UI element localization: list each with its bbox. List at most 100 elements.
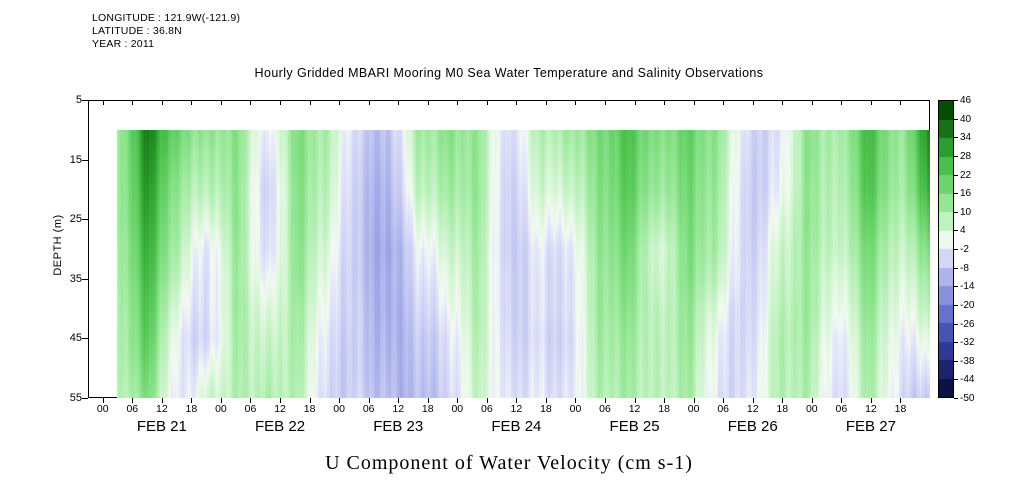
x-axis-top-tick [516,101,518,105]
x-axis-tick [309,398,311,403]
longitude-label: LONGITUDE : 121.9W(-121.9) [92,12,241,24]
x-axis-hour-label: 18 [776,403,789,415]
x-axis-hour-label: 06 [599,403,611,415]
x-axis-hour-label: 12 [156,403,168,415]
x-axis-day-label: FEB 24 [491,418,542,435]
colorbar-tick [954,323,958,325]
x-axis-day-label: FEB 26 [727,418,778,435]
x-axis-hour-label: 12 [274,403,286,415]
x-axis-tick [398,398,400,403]
x-axis-hour-label: 12 [865,403,877,415]
x-axis-tick [664,398,666,403]
x-axis-hour-label: 18 [303,403,316,415]
x-axis-tick [575,398,577,403]
x-axis-tick [102,398,104,403]
x-axis-tick [723,398,725,403]
colorbar-tick [954,267,958,269]
colorbar-tick [954,342,958,344]
x-axis-top-tick [782,101,784,105]
x-axis-hour-label: 06 [244,403,257,415]
y-axis-tick-label: 55 [69,392,82,404]
x-axis-tick [516,398,518,403]
x-axis-tick [782,398,784,403]
x-axis-hour-label: 00 [215,403,227,415]
x-axis-tick [841,398,843,403]
x-axis-tick [427,398,429,403]
x-axis-tick [457,398,459,403]
heatmap-canvas [117,130,930,398]
x-axis-top-tick [368,101,370,105]
x-axis-top-tick [280,101,282,105]
colorbar-canvas [939,101,953,397]
colorbar-tick [954,211,958,213]
y-axis-tick-label: 45 [69,332,82,345]
x-axis-tick [339,398,341,403]
latitude-label: LATITUDE : 36.8N [92,25,182,37]
x-axis-hour-label: 12 [746,403,759,415]
x-axis-hour-label: 00 [333,403,345,415]
y-axis-tick-label: 15 [69,153,82,166]
x-axis-hour-label: 12 [392,403,405,415]
y-axis-tick-label: 35 [69,272,82,285]
metadata-block: LONGITUDE : 121.9W(-121.9) LATITUDE : 36… [92,12,240,51]
x-axis-day-label: FEB 21 [136,418,187,435]
x-axis-top-tick [339,101,341,105]
y-axis-tick-label: 25 [69,213,82,226]
x-axis-top-tick [752,101,754,105]
colorbar-tick-label: 40 [960,113,972,125]
colorbar-tick-label: 4 [960,225,966,237]
x-axis-day-label: FEB 22 [255,418,306,435]
colorbar-tick [954,230,958,232]
colorbar-tick-label: 10 [960,206,972,218]
x-axis-top-tick [427,101,429,105]
x-axis-title: U Component of Water Velocity (cm s-1) [325,452,693,474]
colorbar-tick-label: 16 [960,188,972,200]
x-axis-tick [605,398,607,403]
x-axis-hour-label: 12 [510,403,523,415]
x-axis-top-tick [693,101,695,105]
x-axis-tick [250,398,252,403]
x-axis-tick [545,398,547,403]
y-axis-tick [82,398,88,399]
x-axis-hour-label: 18 [185,403,198,415]
colorbar [938,100,954,398]
year-label: YEAR : 2011 [92,38,155,50]
x-axis-top-tick [841,101,843,105]
y-axis-title: DEPTH (m) [52,214,64,276]
x-axis-day-label: FEB 25 [609,418,660,435]
x-axis-tick [634,398,636,403]
colorbar-tick [954,360,958,362]
x-axis-top-tick [870,101,872,105]
y-axis-tick [82,278,88,280]
x-axis-hour-label: 00 [451,403,464,415]
colorbar-tick-label: -8 [960,262,969,274]
x-axis-top-tick [132,101,134,105]
x-axis-tick [280,398,282,403]
x-axis-hour-label: 00 [805,403,818,415]
colorbar-tick-label: -26 [960,318,975,330]
x-axis-top-tick [191,101,193,105]
x-axis-hour-label: 06 [717,403,730,415]
x-axis-hour-label: 06 [126,403,139,415]
y-axis-tick [82,219,88,221]
x-axis-top-tick [545,101,547,105]
colorbar-tick [954,100,958,101]
x-axis-hour-label: 18 [540,403,552,415]
x-axis-hour-label: 12 [628,403,641,415]
x-axis-hour-label: 00 [687,403,700,415]
colorbar-tick [954,398,958,399]
colorbar-tick [954,174,958,176]
x-axis-top-tick [398,101,400,105]
x-axis-tick [132,398,134,403]
x-axis-tick [811,398,813,403]
colorbar-tick-label: -50 [960,393,975,404]
y-axis-tick-label: 5 [75,94,82,106]
colorbar-tick-label: -44 [960,374,975,386]
x-axis-tick [870,398,872,403]
x-axis-top-tick [811,101,813,105]
y-axis-tick [82,100,88,101]
x-axis-hour-label: 18 [658,403,670,415]
colorbar-tick-label: 46 [960,95,972,106]
colorbar-tick-label: -2 [960,244,969,255]
x-axis-top-tick [575,101,577,105]
